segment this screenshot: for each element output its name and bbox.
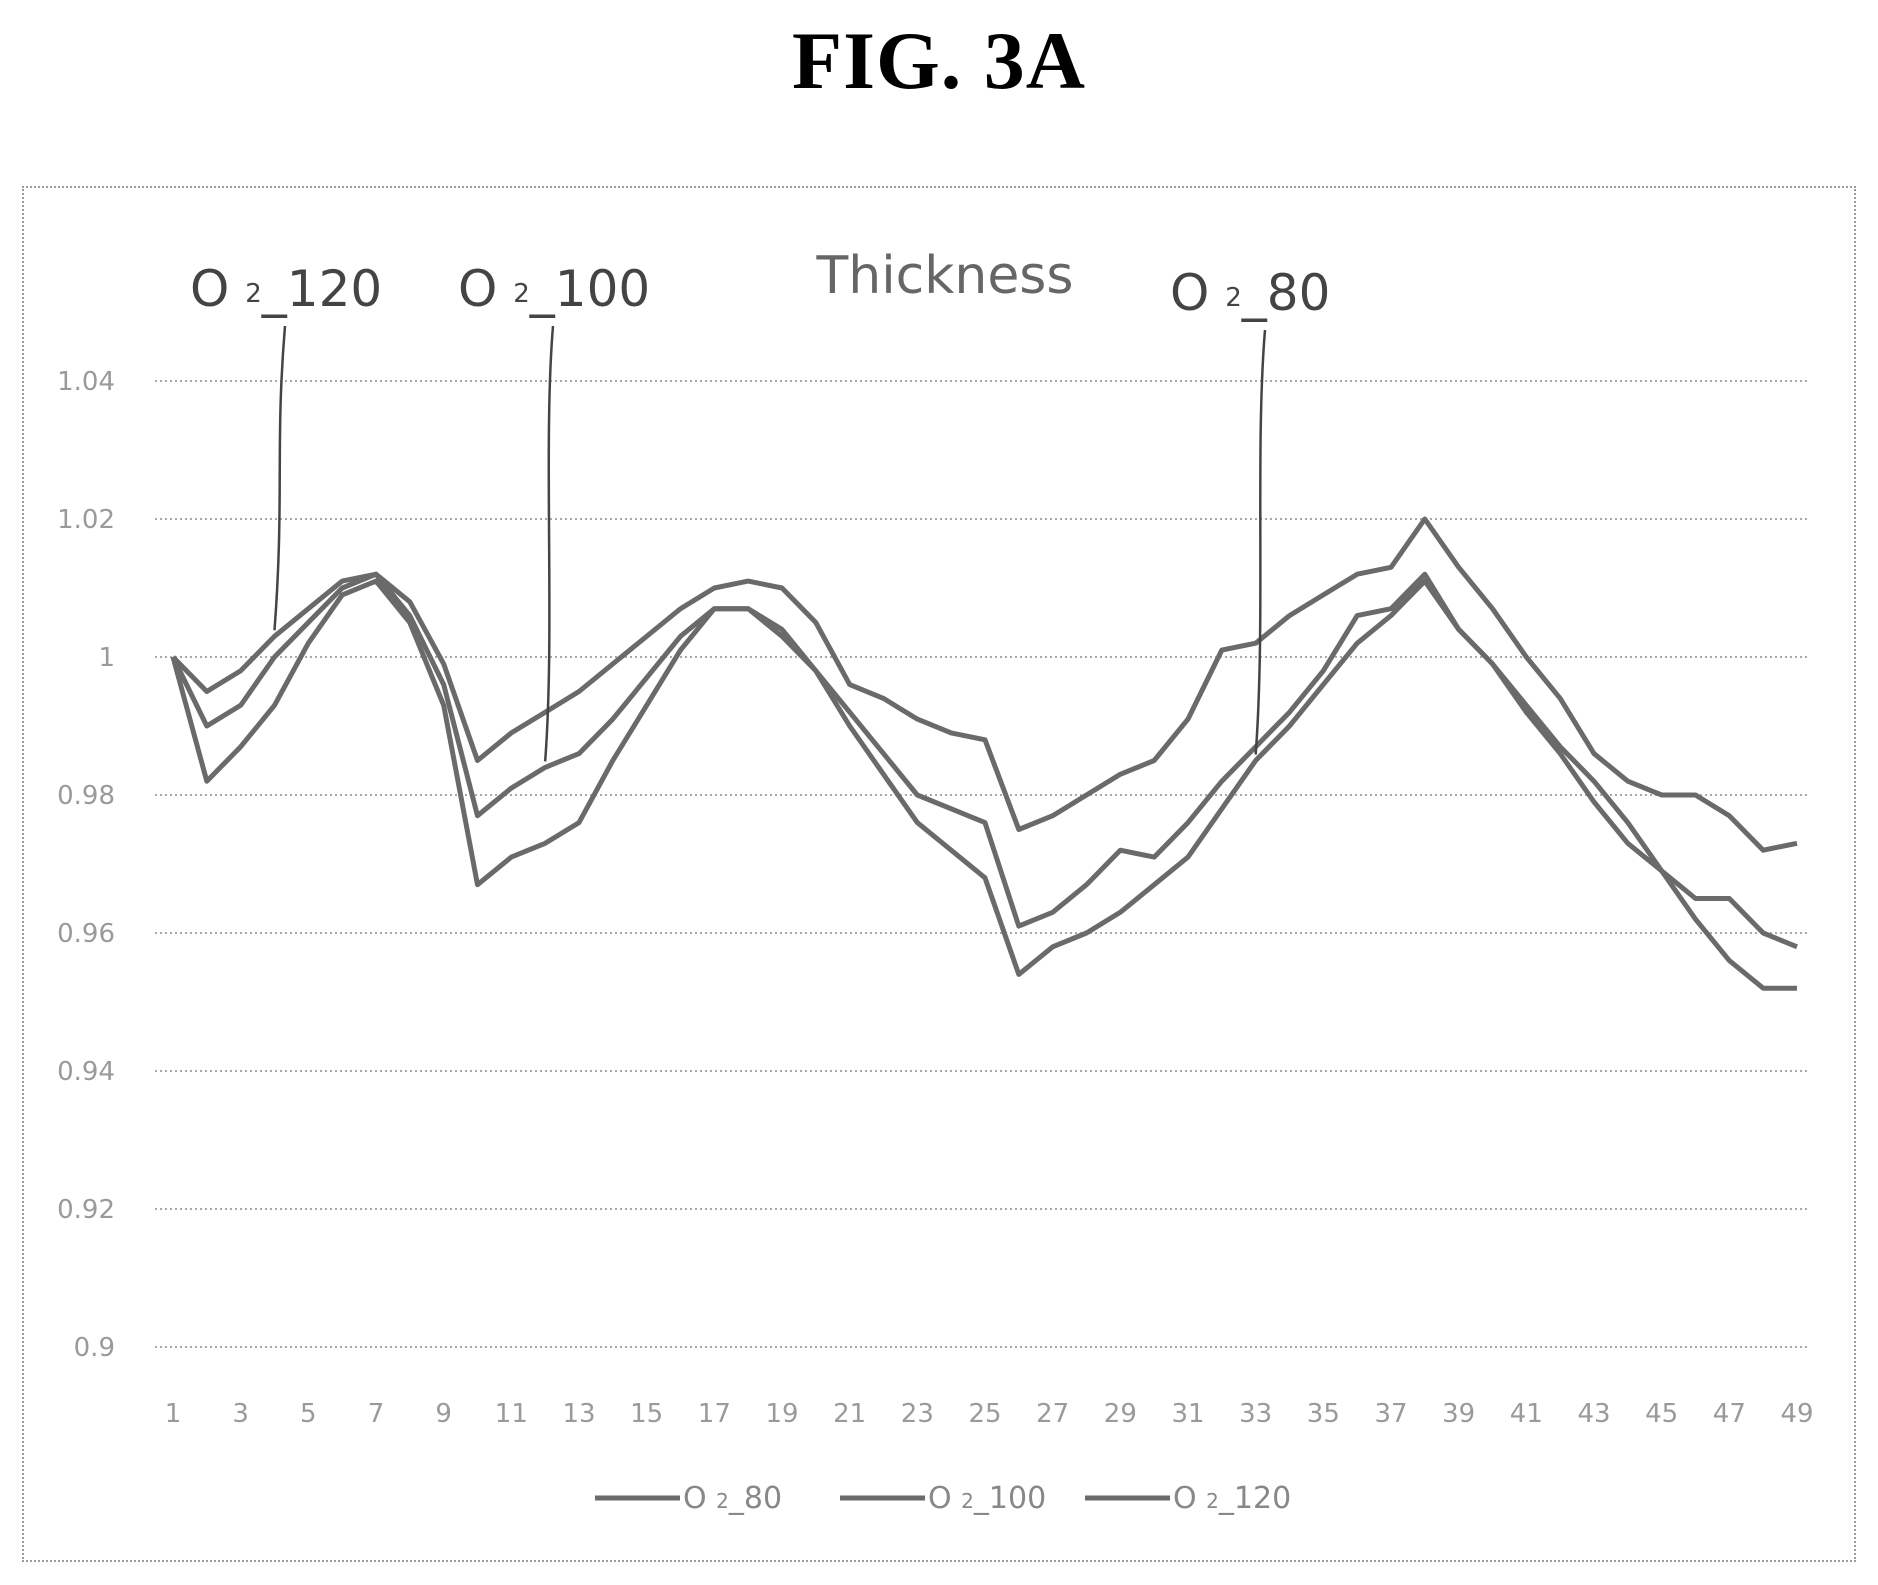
series-line-2: [170, 571, 1798, 950]
gridlines: [155, 380, 1810, 1348]
legend-entry: O 2_120: [1173, 1481, 1291, 1516]
x-tick-label: 29: [1104, 1399, 1137, 1429]
series-annotation-label: O 2_100: [458, 260, 650, 318]
x-tick-label: 37: [1374, 1399, 1407, 1429]
x-tick-label: 47: [1713, 1399, 1746, 1429]
series-line-1: [170, 578, 1797, 991]
x-tick-label: 39: [1442, 1399, 1475, 1429]
y-tick-label: 0.94: [57, 1057, 115, 1087]
x-tick-label: 45: [1645, 1399, 1678, 1429]
y-tick-label: 0.9: [74, 1333, 115, 1363]
annotation-leader: [273, 325, 287, 631]
series-annotations: O 2_120 O 2_100 O 2_80: [190, 260, 1330, 762]
legend-entry: O 2_80: [683, 1481, 782, 1516]
y-tick-label: 1.02: [57, 505, 115, 535]
chart-frame: [22, 186, 1856, 1562]
series-line-3: [171, 516, 1798, 853]
series-annotation-label: O 2_120: [190, 260, 382, 318]
x-tick-label: 23: [901, 1399, 934, 1429]
y-tick-label: 0.96: [57, 919, 115, 949]
x-tick-label: 43: [1577, 1399, 1610, 1429]
x-tick-label: 31: [1171, 1399, 1204, 1429]
y-tick-label: 0.92: [57, 1195, 115, 1225]
annotation-leader: [1254, 329, 1267, 755]
x-tick-label: 27: [1036, 1399, 1069, 1429]
y-axis-ticks: 0.9 0.92 0.94 0.96 0.98 1 1.02 1.04: [57, 367, 115, 1363]
x-tick-label: 7: [368, 1399, 385, 1429]
x-tick-label: 49: [1780, 1399, 1813, 1429]
annotation-leader: [543, 325, 555, 762]
series-annotation-label: O 2_80: [1170, 264, 1330, 322]
x-tick-label: 25: [968, 1399, 1001, 1429]
legend-entry: O 2_100: [928, 1481, 1046, 1516]
y-tick-label: 1.04: [57, 367, 115, 397]
x-tick-label: 13: [562, 1399, 595, 1429]
x-tick-label: 15: [630, 1399, 663, 1429]
x-tick-label: 1: [165, 1399, 182, 1429]
y-tick-label: 0.98: [57, 781, 115, 811]
x-tick-label: 19: [765, 1399, 798, 1429]
series-lines: [170, 516, 1798, 991]
x-tick-label: 21: [833, 1399, 866, 1429]
x-axis-ticks: 1 3 5 7 9 11 13 15 17 19 21 23 25 27 29 31 33 35 37 39 41 43 4…: [165, 1399, 1814, 1429]
legend: O 2_80 O 2_100 O 2_120: [595, 1481, 1291, 1516]
x-tick-label: 11: [495, 1399, 528, 1429]
x-tick-label: 41: [1510, 1399, 1543, 1429]
x-tick-label: 3: [232, 1399, 249, 1429]
x-tick-label: 17: [698, 1399, 731, 1429]
y-tick-label: 1: [98, 643, 115, 673]
chart-title: Thickness: [815, 246, 1073, 306]
x-tick-label: 33: [1239, 1399, 1272, 1429]
figure-label: FIG. 3A: [792, 15, 1086, 106]
x-tick-label: 5: [300, 1399, 317, 1429]
x-tick-label: 9: [435, 1399, 452, 1429]
x-tick-label: 35: [1307, 1399, 1340, 1429]
